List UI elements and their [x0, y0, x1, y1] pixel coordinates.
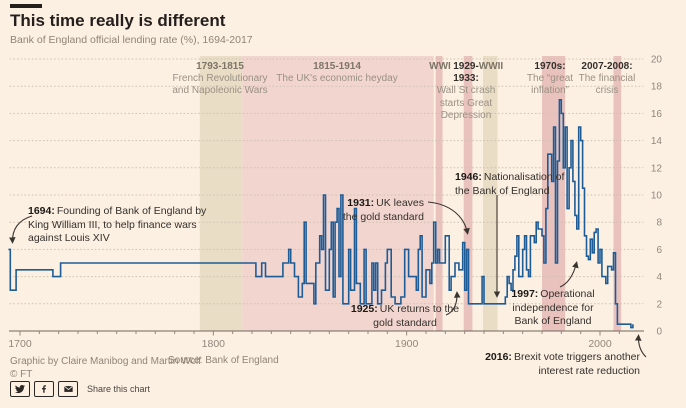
source: Source: Bank of England [168, 355, 279, 366]
chart-subtitle: Bank of England official lending rate (%… [10, 34, 253, 46]
annotation-1997: 1997: Operational independence for Bank o… [511, 288, 595, 328]
era-label-2007-2008: 2007-2008: The financial crisis [578, 61, 636, 97]
svg-text:10: 10 [651, 191, 663, 202]
annotation-1946: 1946: Nationalisation of the Bank of Engl… [455, 171, 565, 197]
svg-text:14: 14 [651, 136, 663, 147]
svg-text:8: 8 [656, 218, 662, 229]
svg-text:1900: 1900 [395, 338, 419, 350]
credit: Graphic by Claire Manibog and Martin Wol… [10, 355, 201, 381]
twitter-share-button[interactable] [10, 381, 30, 397]
email-share-button[interactable] [58, 381, 78, 397]
svg-text:2: 2 [656, 299, 662, 310]
annotation-1925: 1925: UK returns to the gold standard [350, 303, 460, 329]
svg-text:12: 12 [651, 163, 663, 174]
svg-text:4: 4 [656, 272, 662, 283]
svg-text:1800: 1800 [202, 338, 226, 350]
svg-text:16: 16 [651, 109, 663, 120]
credit-line: Graphic by Claire Manibog and Martin Wol… [10, 356, 202, 367]
annotation-arrows [9, 195, 647, 358]
svg-text:1700: 1700 [8, 338, 32, 350]
era-label-1815-1914: 1815-1914 The UK's economic heyday [276, 61, 398, 85]
chart-title: This time really is different [10, 11, 226, 30]
facebook-icon [42, 385, 46, 393]
facebook-share-button[interactable] [34, 381, 54, 397]
era-label-wwi: WWI [429, 61, 451, 72]
share-label: Share this chart [87, 384, 151, 394]
email-icon [63, 385, 73, 392]
era-label-1929-1933: 1929-1933: Wall St crash starts Great De… [436, 61, 496, 121]
title-rule [10, 4, 42, 8]
annotation-1694: 1694: Founding of Bank of England by King… [28, 205, 207, 245]
svg-text:18: 18 [651, 82, 663, 93]
twitter-icon [15, 384, 25, 394]
era-label-wwii: WWII [478, 61, 504, 72]
annotation-arrow-2016 [634, 334, 647, 358]
era-label-1970s: 1970s: The “great inflation” [526, 61, 574, 97]
annotation-arrow-1925 [445, 291, 461, 316]
era-label-1793-1815: 1793-1815 French Revolutionary and Napol… [172, 61, 268, 97]
share-bar: Share this chart [10, 381, 150, 397]
svg-text:0: 0 [656, 327, 662, 338]
svg-text:2000: 2000 [588, 338, 612, 350]
annotation-arrow-1694 [9, 215, 33, 244]
annotation-2016: 2016: Brexit vote triggers another intere… [485, 351, 640, 377]
copyright: © FT [10, 369, 33, 380]
annotation-1931: 1931: UK leaves the gold standard [342, 197, 424, 223]
svg-text:6: 6 [656, 245, 662, 256]
annotation-arrow-1997 [559, 261, 579, 288]
svg-text:20: 20 [651, 55, 663, 66]
annotation-arrow-1931 [427, 201, 470, 235]
